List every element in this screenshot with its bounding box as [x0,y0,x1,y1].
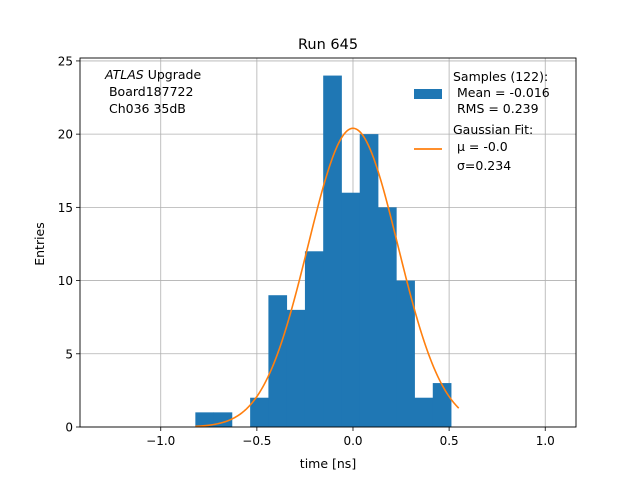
gaussian-fit-line [195,127,460,428]
annotation-italic: ATLAS [104,67,144,82]
axis-ticks: −1.0 −0.5 0.0 0.5 1.0 0 5 10 15 20 25 [58,54,555,448]
legend-samples-line2: Mean = -0.016 [453,85,550,100]
histogram-bar [250,397,269,427]
legend-fit-line3: σ=0.234 [453,158,511,173]
y-tick-label: 10 [58,274,73,288]
y-tick-label: 5 [65,347,73,361]
svg-text:ATLAS Upgrade: ATLAS Upgrade [104,67,201,82]
histogram-bar [359,134,379,427]
histogram-bar [414,397,434,427]
y-tick-label: 15 [58,201,73,215]
histogram-bar [304,251,324,427]
annotation-board: Board187722 [105,84,193,99]
x-tick-label: −0.5 [242,434,271,448]
x-tick-label: 0.0 [343,434,362,448]
histogram-bar [268,295,288,427]
x-tick-label: 1.0 [536,434,555,448]
histogram-bar [341,192,361,427]
histogram-bar [377,207,397,427]
y-tick-label: 0 [65,421,73,435]
x-axis-label: time [ns] [300,456,356,471]
histogram-bar [432,383,452,427]
x-tick-label: 0.5 [440,434,459,448]
histogram-bar [286,309,306,427]
histogram-bar [323,75,342,428]
plot-frame [79,57,577,428]
annotation-rest: Upgrade [144,67,202,82]
legend-fit-line2: μ = -0.0 [453,139,508,154]
y-tick-label: 25 [58,54,73,68]
legend-samples-swatch [414,89,442,99]
histogram-bar [396,280,415,427]
chart-title: Run 645 [298,37,358,53]
atlas-annotation: ATLAS Upgrade Board187722 Ch036 35dB [104,67,201,116]
annotation-channel: Ch036 35dB [105,101,186,116]
legend-fit-line1: Gaussian Fit: [453,122,533,137]
histogram-bars [195,75,452,428]
legend: Samples (122): Mean = -0.016 RMS = 0.239… [414,69,550,173]
legend-samples-line3: RMS = 0.239 [453,101,539,116]
histogram-bar [195,412,215,427]
y-axis-label: Entries [32,222,47,266]
legend-samples-line1: Samples (122): [453,69,548,84]
y-tick-label: 20 [58,128,73,142]
x-tick-label: −1.0 [146,434,175,448]
